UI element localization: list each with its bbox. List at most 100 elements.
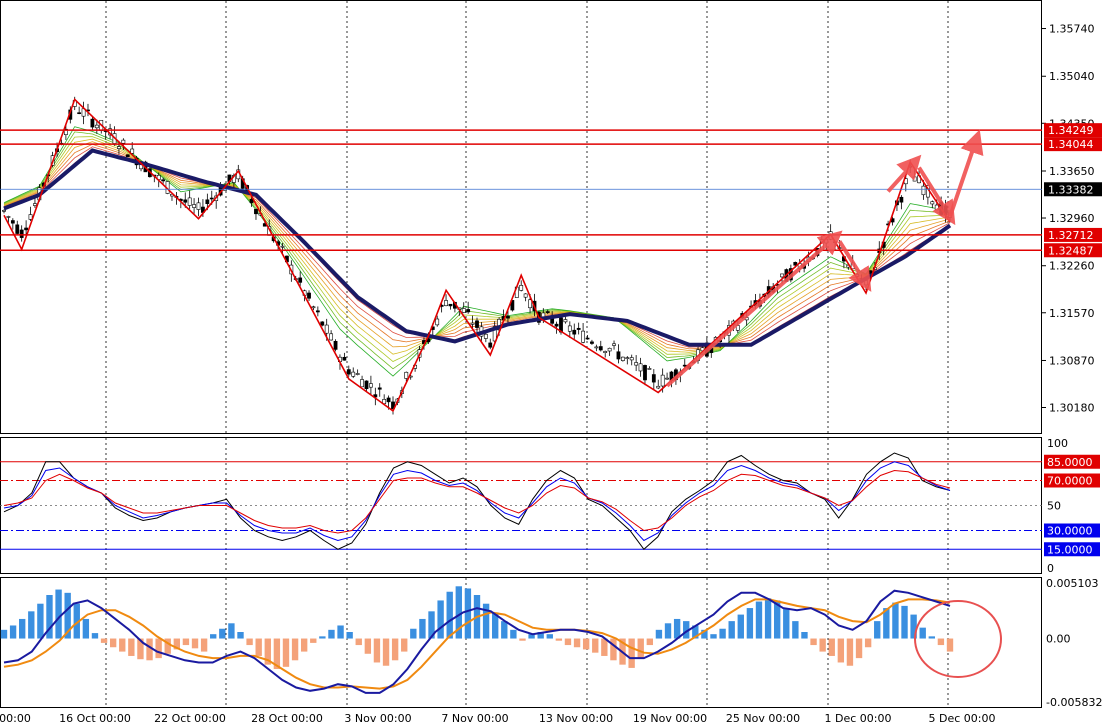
macd-histogram-bar <box>601 638 608 656</box>
stoch-level-badge <box>1044 454 1100 469</box>
macd-main-line <box>3 589 951 694</box>
stoch-level-badge <box>1044 473 1100 488</box>
macd-histogram-bar <box>128 638 135 656</box>
stoch-level-badge <box>1044 542 1100 557</box>
candle-body <box>780 273 784 278</box>
macd-histogram-bar <box>310 638 317 643</box>
candle-body <box>581 330 585 343</box>
time-label: 7 Nov 00:00 <box>441 712 508 725</box>
macd-histogram-bar <box>564 638 572 646</box>
stoch-line <box>3 461 951 542</box>
macd-histogram-bar <box>510 629 517 639</box>
macd-histogram-bar <box>482 603 490 639</box>
candle-body <box>386 397 391 403</box>
time-label: 13 Nov 00:00 <box>539 712 613 725</box>
macd-histogram-bar <box>155 638 162 659</box>
macd-histogram-bar <box>692 625 699 639</box>
macd-histogram-bar <box>555 638 563 641</box>
candle-body <box>307 292 311 299</box>
candle-body <box>94 124 99 129</box>
level-badge-label: 1.34044 <box>1048 138 1094 151</box>
stoch-level-label: 85.0000 <box>1047 456 1093 469</box>
candle-body <box>590 341 594 344</box>
macd-histogram-bar <box>883 608 890 639</box>
stoch-level-label: 70.0000 <box>1047 475 1093 488</box>
macd-histogram-bar <box>946 638 954 652</box>
macd-pane <box>0 586 1002 694</box>
macd-histogram-bar <box>919 627 926 639</box>
stoch-tick-label: 100 <box>1047 437 1068 450</box>
candle-body <box>15 224 20 234</box>
macd-histogram-bar <box>637 638 644 659</box>
candle-body <box>435 318 440 326</box>
macd-histogram-bar <box>446 591 453 639</box>
candle-body <box>90 118 95 128</box>
candle-body <box>249 198 254 204</box>
macd-histogram-bar <box>855 638 863 659</box>
macd-histogram-bar <box>737 614 744 639</box>
macd-histogram-bar <box>764 598 772 639</box>
macd-histogram-bar <box>710 634 717 639</box>
highlight-circle <box>914 600 1002 678</box>
macd-histogram-bar <box>364 638 372 654</box>
candle-body <box>921 185 926 196</box>
macd-histogram-bar <box>492 612 499 639</box>
time-label: 5 Dec 00:00 <box>929 712 996 725</box>
time-label: 25 Nov 00:00 <box>726 712 800 725</box>
candle-body <box>183 199 188 203</box>
macd-histogram-bar <box>9 625 17 639</box>
current-price-label: 1.33382 <box>1048 183 1094 196</box>
candle-body <box>448 303 453 307</box>
price-tick-label: 1.35740 <box>1049 23 1095 36</box>
macd-histogram-bar <box>0 629 8 639</box>
candle-body <box>466 309 471 313</box>
time-label: 1 Dec 00:00 <box>825 712 892 725</box>
candle-body <box>161 179 166 182</box>
macd-histogram-bar <box>610 638 617 661</box>
candle-body <box>607 347 612 352</box>
macd-histogram-bar <box>546 634 553 639</box>
macd-histogram-bar <box>246 638 253 646</box>
candle-body <box>629 357 634 361</box>
macd-histogram-bar <box>91 633 99 639</box>
macd-histogram-bar <box>719 628 726 639</box>
macd-histogram-bar <box>455 586 462 639</box>
candle-body <box>572 329 577 335</box>
candle-body <box>342 356 347 361</box>
candle-body <box>355 373 360 375</box>
candle-body <box>634 362 639 366</box>
candle-body <box>665 377 669 380</box>
stoch-level-label: 15.0000 <box>1047 543 1093 556</box>
candle-body <box>377 387 382 390</box>
candle-body <box>594 346 599 349</box>
macd-histogram-bar <box>701 629 708 639</box>
candle-body <box>523 293 528 298</box>
macd-histogram-bar <box>182 638 190 646</box>
macd-histogram-bar <box>437 600 444 639</box>
candle-body <box>567 325 572 332</box>
price-frame <box>0 0 1042 434</box>
candle-body <box>625 357 630 359</box>
candle-body <box>360 379 364 388</box>
candle-body <box>930 201 935 205</box>
trend-arrow <box>665 230 843 388</box>
candle-body <box>10 220 15 224</box>
candle-body <box>643 365 647 381</box>
price-tick-label: 1.32260 <box>1049 260 1095 273</box>
macd-histogram-bar <box>401 638 408 652</box>
macd-histogram-bar <box>19 618 26 639</box>
candle-body <box>346 369 351 375</box>
candle-body <box>510 300 515 311</box>
candle-body <box>192 204 196 208</box>
candle-body <box>130 148 135 154</box>
price-tick-label: 1.32960 <box>1049 212 1095 225</box>
macd-histogram-bar <box>200 638 208 652</box>
candle-body <box>19 229 24 238</box>
macd-histogram-bar <box>82 618 90 639</box>
macd-tick-label: 0.00 <box>1046 633 1071 646</box>
candle-body <box>33 203 37 206</box>
stochastic-pane <box>0 452 1042 551</box>
macd-histogram-bar <box>746 608 754 639</box>
ribbon-ma-line <box>3 136 951 362</box>
